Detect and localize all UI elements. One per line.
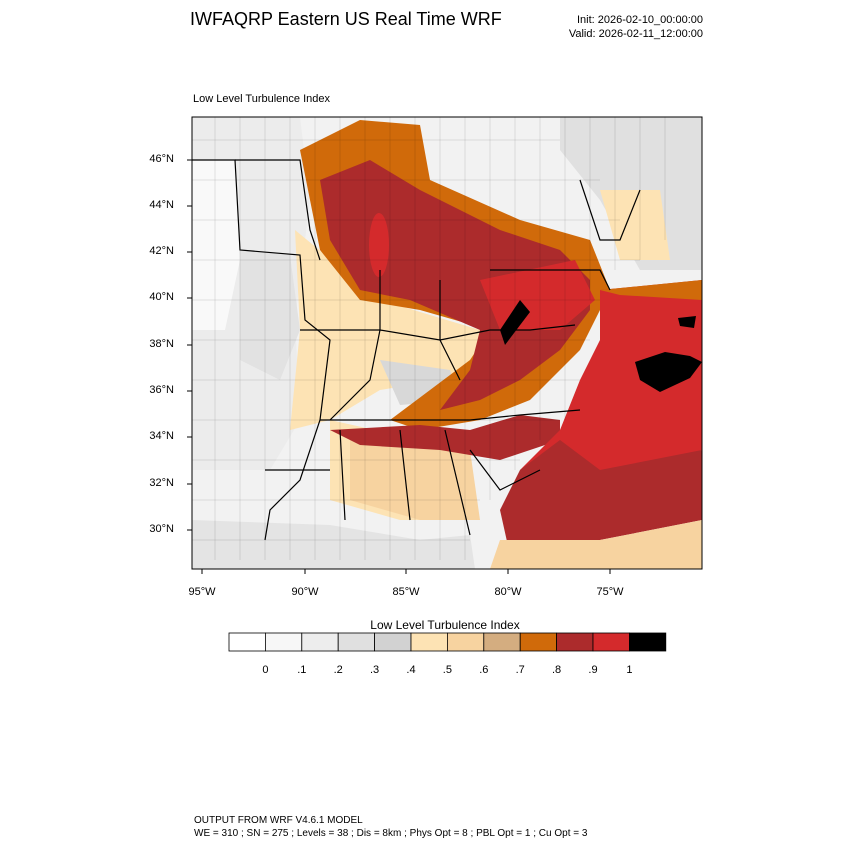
plot-subtitle: Low Level Turbulence Index [193,93,330,105]
southern-red-band [330,415,560,460]
lon-ticks [201,569,611,574]
colorbar-box [629,632,667,652]
colorbar-label: .7 [515,664,525,676]
map-frame [191,116,703,570]
turbulence-red-core [320,160,590,410]
county-grid [192,117,666,560]
colorbar-box [410,632,448,652]
colorbar-label: .3 [370,664,380,676]
colorbar-box [374,632,412,652]
colorbar-label: .6 [479,664,489,676]
lat-label-30n: 30°N [149,523,174,535]
atlantic-red-band [500,440,702,555]
colorbar-box [301,632,339,652]
new-england-pale-region [600,190,670,260]
colorbar-box [337,632,376,652]
gulf-gray-region [192,520,475,569]
footer-model-line: OUTPUT FROM WRF V4.6.1 MODEL [194,815,363,826]
colorbar-title: Low Level Turbulence Index [370,618,520,632]
appalachian-black-streak [500,300,530,345]
lat-label-46n: 46°N [149,153,174,165]
lat-label-32n: 32°N [149,477,174,489]
lat-label-34n: 34°N [149,430,174,442]
atlantic-orange-edge [600,280,702,300]
colorbar-box [228,632,266,652]
colorbar-box [519,632,558,652]
colorbar-box [446,632,485,652]
colorbar-box [592,632,630,652]
alabama-tan-region [350,440,480,520]
pennsylvania-bright-red [480,260,595,330]
colorbar [228,632,667,652]
colorbar-label: .4 [406,664,416,676]
lat-label-36n: 36°N [149,384,174,396]
lat-label-42n: 42°N [149,245,174,257]
lon-label-75w: 75°W [596,586,624,598]
colorbar-box [264,632,303,652]
lake-michigan [369,213,389,277]
colorbar-label: 0 [262,664,269,676]
black-small-patch [678,316,696,328]
lon-label-85w: 85°W [392,586,420,598]
colorbar-box [483,632,521,652]
lon-label-80w: 80°W [494,586,522,598]
colorbar-label: .8 [552,664,562,676]
missouri-gray-region [240,250,300,380]
lat-label-40n: 40°N [149,291,174,303]
main-title: IWFAQRP Eastern US Real Time WRF [190,9,502,29]
lon-label-95w: 95°W [188,586,216,598]
black-maximum-patch [635,352,702,392]
lat-ticks [187,159,192,531]
init-time-label: Init: 2026-02-10_00:00:00 [577,14,703,26]
colorbar-label: .2 [333,664,343,676]
colorbar-label: .1 [297,664,307,676]
footer-config-line: WE = 310 ; SN = 275 ; Levels = 38 ; Dis … [194,828,588,839]
atlantic-tan-edge [490,520,702,569]
northwest-white-region [192,160,240,330]
colorbar-label: 1 [626,664,633,676]
lat-label-38n: 38°N [149,338,174,350]
colorbar-box [556,632,594,652]
state-boundaries [192,159,641,541]
lat-label-44n: 44°N [149,199,174,211]
lon-label-90w: 90°W [291,586,319,598]
colorbar-label: .9 [588,664,598,676]
colorbar-label: .5 [442,664,452,676]
valid-time-label: Valid: 2026-02-11_12:00:00 [568,28,703,40]
